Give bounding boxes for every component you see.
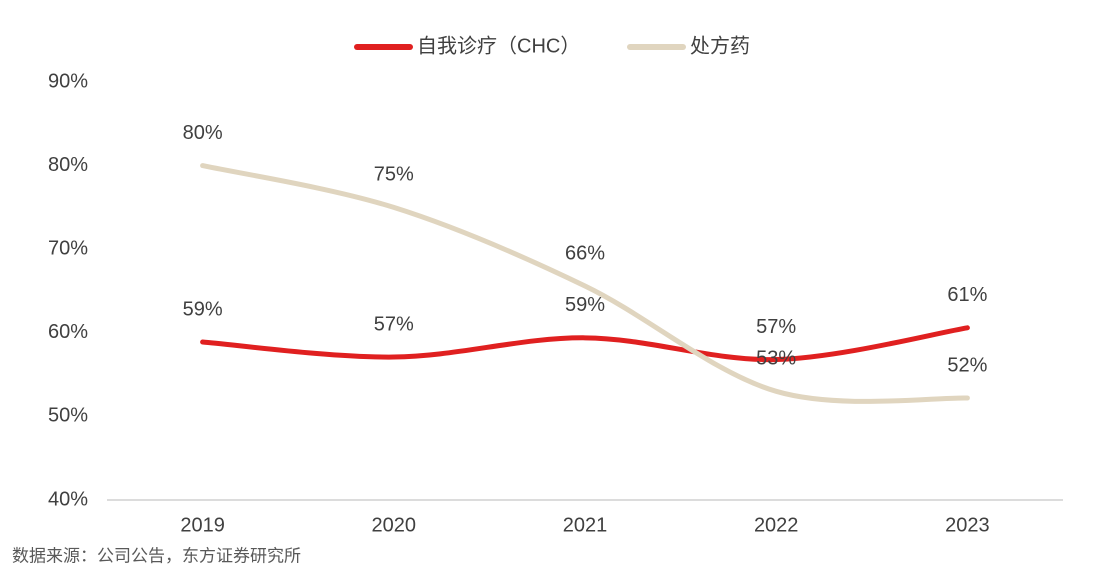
x-tick-label: 2021	[563, 514, 608, 536]
y-tick-label: 60%	[48, 321, 88, 343]
data-label: 53%	[756, 348, 796, 370]
line	[200, 163, 970, 404]
data-label: 59%	[565, 294, 605, 316]
x-tick-label: 2020	[372, 514, 417, 536]
data-label: 57%	[756, 316, 796, 338]
y-tick-label: 80%	[48, 154, 88, 176]
y-tick-label: 40%	[48, 488, 88, 510]
data-label: 57%	[374, 313, 414, 335]
data-label: 52%	[947, 354, 987, 376]
source-note: 数据来源：公司公告，东方证券研究所	[12, 546, 301, 565]
y-tick-label: 90%	[48, 70, 88, 92]
data-label: 59%	[183, 298, 223, 320]
data-label: 75%	[374, 164, 414, 186]
data-label: 61%	[947, 284, 987, 306]
x-tick-label: 2023	[945, 514, 990, 536]
legend-label: 处方药	[690, 34, 750, 57]
x-tick-label: 2022	[754, 514, 799, 536]
line	[200, 325, 970, 363]
data-label: 66%	[565, 242, 605, 264]
y-tick-label: 50%	[48, 405, 88, 427]
y-tick-label: 70%	[48, 237, 88, 259]
legend-label: 自我诊疗（CHC）	[417, 34, 580, 57]
x-tick-label: 2019	[180, 514, 225, 536]
data-label: 80%	[183, 122, 223, 144]
